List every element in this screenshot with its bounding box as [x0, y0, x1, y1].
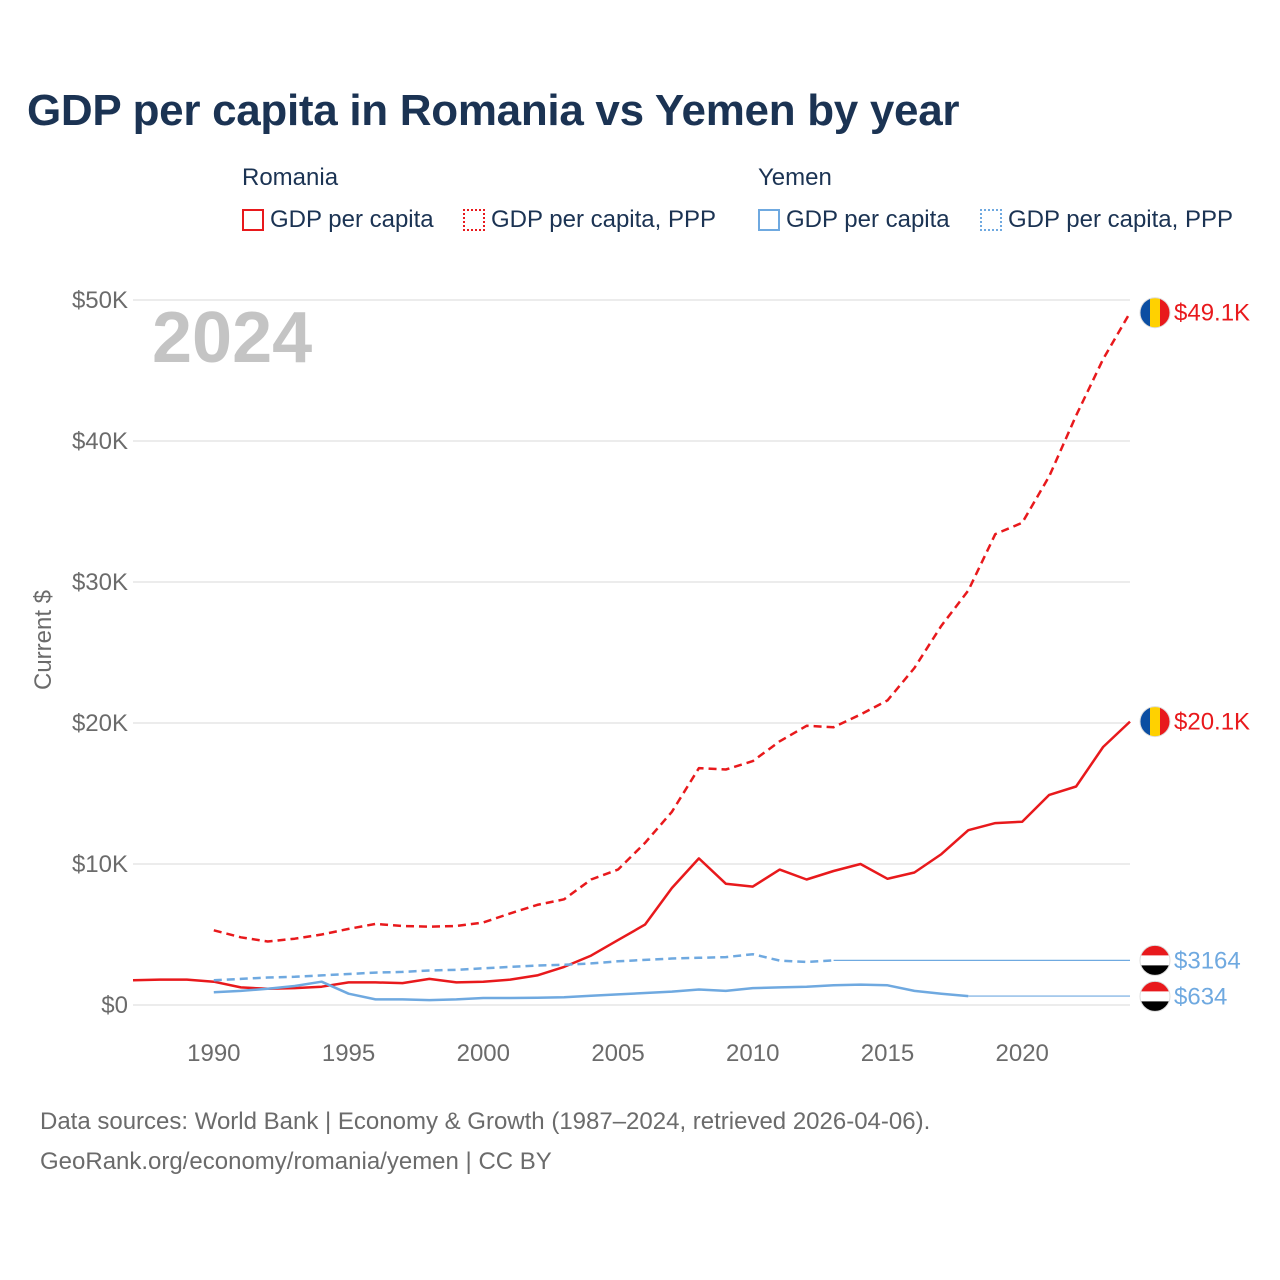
x-tick-label: 2000	[457, 1040, 510, 1067]
legend-label: GDP per capita, PPP	[1008, 206, 1233, 233]
series-line-0	[132, 720, 1131, 991]
x-tick-label: 1990	[187, 1040, 240, 1067]
end-value-label: $20.1K	[1174, 709, 1250, 736]
flag-stripe	[1140, 965, 1170, 976]
legend-item-romania-gdp-ppp[interactable]: GDP per capita, PPP	[463, 206, 716, 234]
x-axis-ticks: 1990 1995 2000 2005 2010 2015 2020	[187, 1040, 1049, 1067]
x-tick-label: 2015	[861, 1040, 914, 1067]
legend-group-yemen: Yemen	[758, 164, 832, 191]
year-watermark: 2024	[152, 298, 312, 378]
flag-stripe	[1140, 297, 1151, 328]
y-axis-label: Current $	[30, 590, 57, 690]
yemen-flag-icon	[1139, 980, 1171, 1012]
flag-outline	[1139, 706, 1171, 738]
footer-attribution: GeoRank.org/economy/romania/yemen | CC B…	[40, 1148, 552, 1175]
flag-stripes	[1140, 945, 1170, 976]
flag-stripe	[1140, 706, 1151, 737]
flag-stripes	[1140, 981, 1170, 1012]
legend-swatch-dotted-red	[463, 209, 485, 231]
legend-label: GDP per capita, PPP	[491, 206, 716, 233]
end-value-label: $49.1K	[1174, 300, 1250, 327]
x-tick-label: 2005	[591, 1040, 644, 1067]
grid-lines	[133, 299, 1130, 1006]
series-group	[132, 312, 1132, 1002]
legend-item-yemen-gdp[interactable]: GDP per capita	[758, 206, 950, 234]
end-labels: $49.1K $20.1K $3164 $634	[1139, 297, 1250, 1012]
y-tick-label: $50K	[72, 287, 128, 314]
chart-title: GDP per capita in Romania vs Yemen by ye…	[27, 86, 960, 135]
flag-stripe	[1150, 706, 1161, 737]
end-value-label: $3164	[1174, 947, 1241, 974]
yemen-flag-icon	[1139, 944, 1171, 976]
legend-label: GDP per capita	[786, 206, 950, 233]
flag-stripe	[1140, 981, 1170, 992]
series-line-1	[213, 312, 1132, 943]
x-tick-label: 2020	[996, 1040, 1049, 1067]
flag-stripe	[1160, 297, 1170, 328]
flag-stripe	[1140, 1001, 1170, 1012]
flag-stripes	[1140, 297, 1170, 328]
y-axis-ticks: $0 $10K $20K $30K $40K $50K	[72, 287, 128, 1019]
flag-stripe	[1140, 955, 1170, 966]
series-line-2	[213, 980, 969, 1002]
flag-stripe	[1140, 945, 1170, 956]
footer-sources: Data sources: World Bank | Economy & Gro…	[40, 1108, 931, 1135]
y-tick-label: $30K	[72, 569, 128, 596]
legend-swatch-dotted-blue	[980, 209, 1002, 231]
end-value-label: $634	[1174, 983, 1227, 1010]
legend-label: GDP per capita	[270, 206, 434, 233]
legend-group-romania: Romania	[242, 164, 339, 191]
y-tick-label: $10K	[72, 851, 128, 878]
romania-flag-icon	[1139, 706, 1171, 738]
legend-item-romania-gdp[interactable]: GDP per capita	[242, 206, 434, 234]
flag-stripe	[1140, 991, 1170, 1002]
flag-outline	[1139, 944, 1171, 976]
x-tick-label: 2010	[726, 1040, 779, 1067]
legend-swatch-solid-blue	[758, 209, 780, 231]
legend-item-yemen-gdp-ppp[interactable]: GDP per capita, PPP	[980, 206, 1233, 234]
romania-flag-icon	[1139, 297, 1171, 329]
x-tick-label: 1995	[322, 1040, 375, 1067]
y-tick-label: $40K	[72, 428, 128, 455]
flag-outline	[1139, 980, 1171, 1012]
y-tick-label: $0	[101, 992, 128, 1019]
flag-stripe	[1160, 706, 1170, 737]
y-tick-label: $20K	[72, 710, 128, 737]
legend-swatch-solid-red	[242, 209, 264, 231]
flag-stripes	[1140, 706, 1170, 737]
flag-outline	[1139, 297, 1171, 329]
flag-stripe	[1150, 297, 1161, 328]
